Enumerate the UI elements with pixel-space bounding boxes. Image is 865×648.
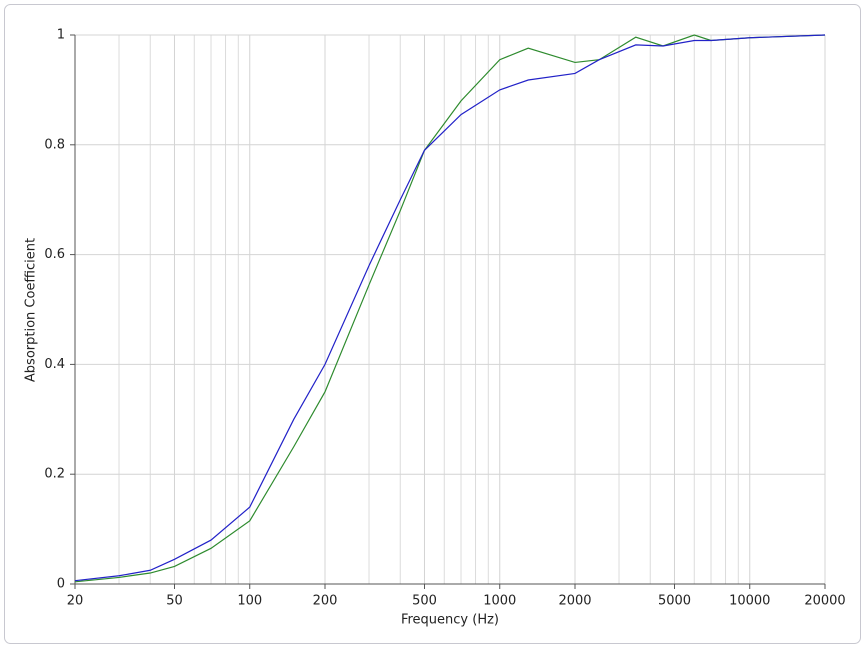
x-tick-label: 1000	[483, 594, 516, 609]
x-tick-label: 50	[166, 594, 183, 609]
x-tick-label: 10000	[729, 594, 770, 609]
x-tick-label: 100	[237, 594, 262, 609]
series-line	[74, 34, 826, 582]
y-tick-label: 0	[57, 577, 65, 592]
x-tick-label: 200	[313, 594, 338, 609]
y-tick-label: 0.2	[44, 467, 65, 482]
y-tick-label: 1	[57, 28, 65, 43]
series-line	[74, 34, 826, 583]
y-tick-label: 0.8	[44, 137, 65, 152]
frame	[4, 4, 861, 644]
y-axis-label: Absorption Coefficient	[24, 238, 39, 382]
x-axis-label: Frequency (Hz)	[401, 613, 499, 628]
x-tick-label: 20	[67, 594, 84, 609]
x-tick-label: 500	[412, 594, 437, 609]
y-tick-label: 0.4	[44, 357, 65, 372]
x-tick-label: 20000	[804, 594, 845, 609]
x-tick-label: 2000	[558, 594, 591, 609]
x-tick-label: 5000	[658, 594, 691, 609]
y-tick-label: 0.6	[44, 247, 65, 262]
